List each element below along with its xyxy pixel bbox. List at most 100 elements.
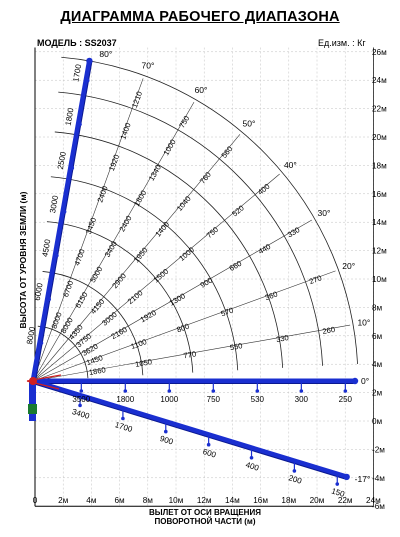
units-label: Ед.изм. : Кг bbox=[318, 38, 366, 48]
boom-load-label: 150 bbox=[330, 486, 346, 499]
ray-load-label: 2400 bbox=[95, 185, 109, 204]
y-tick-label: 26м bbox=[372, 48, 387, 57]
x-axis-title-line2: ПОВОРОТНОЙ ЧАСТИ (м) bbox=[154, 517, 256, 526]
range-arc bbox=[54, 131, 284, 368]
ray-load-label: 750 bbox=[205, 225, 220, 240]
boom-load-label: 2500 bbox=[56, 151, 68, 171]
boom-load-label: 300 bbox=[295, 395, 309, 404]
load-hook bbox=[79, 389, 84, 393]
load-hook bbox=[78, 122, 82, 127]
ray-load-label: 1400 bbox=[153, 220, 171, 239]
angle-ray bbox=[32, 101, 195, 382]
ray-load-label: 1500 bbox=[152, 267, 171, 285]
boom-load-label: 750 bbox=[207, 395, 221, 404]
ray-load-label: 1000 bbox=[177, 245, 196, 263]
load-hook bbox=[121, 416, 125, 421]
ray-load-label: 3450 bbox=[84, 216, 98, 235]
ray-load-label: 260 bbox=[322, 325, 336, 336]
load-hook bbox=[39, 341, 44, 345]
x-tick-label: 4м bbox=[86, 496, 97, 505]
boom-load-label: 400 bbox=[245, 460, 261, 473]
range-arc bbox=[37, 325, 89, 379]
boom-load-label: 3400 bbox=[71, 407, 91, 421]
load-hook bbox=[206, 442, 211, 447]
angle-ray bbox=[32, 219, 313, 382]
x-tick-label: 2м bbox=[58, 496, 69, 505]
ray-load-label: 360 bbox=[264, 289, 279, 302]
y-tick-label: 22м bbox=[372, 105, 387, 114]
ray-load-label: 760 bbox=[198, 170, 213, 185]
x-tick-label: 24м bbox=[366, 496, 381, 505]
load-hook bbox=[163, 429, 168, 434]
angle-label-0: 0° bbox=[361, 376, 369, 386]
ray-load-label: 1040 bbox=[175, 194, 193, 213]
boom-load-label: 4500 bbox=[40, 238, 52, 258]
ray-load-label: 3000 bbox=[100, 310, 119, 328]
angle-label: 30° bbox=[318, 208, 331, 218]
angle-label: 10° bbox=[357, 318, 370, 328]
ray-layer bbox=[32, 78, 351, 382]
boom-layer bbox=[26, 57, 359, 486]
ray-load-label: 560 bbox=[219, 144, 234, 159]
angle-ray bbox=[32, 270, 336, 382]
angle-label-minus17: -17° bbox=[355, 474, 371, 484]
load-hook bbox=[343, 389, 348, 393]
boom-tip bbox=[86, 57, 93, 65]
ray-load-label: 330 bbox=[275, 333, 289, 344]
y-tick-label: 20м bbox=[372, 133, 387, 142]
ray-load-label: 6700 bbox=[61, 279, 75, 298]
ray-load-label: 270 bbox=[308, 273, 323, 286]
angle-ray bbox=[32, 78, 144, 382]
x-tick-label: 10м bbox=[169, 496, 184, 505]
ray-load-label: 2900 bbox=[110, 271, 128, 290]
pivot-guide-line bbox=[26, 374, 62, 382]
boom-edge bbox=[34, 61, 93, 382]
x-tick-label: 0 bbox=[33, 496, 38, 505]
pivot-guide-line bbox=[26, 380, 60, 390]
boom-load-label: 6000 bbox=[33, 282, 45, 302]
ray-load-label: 2400 bbox=[117, 214, 133, 233]
load-hook bbox=[70, 166, 75, 170]
y-tick-label: 12м bbox=[372, 247, 387, 256]
y-tick-label: 24м bbox=[372, 76, 387, 85]
x-axis-title-line1: ВЫЛЕТ ОТ ОСИ ВРАЩЕНИЯ bbox=[149, 508, 261, 517]
range-arc bbox=[42, 271, 144, 376]
boom-load-label: 8000 bbox=[25, 325, 37, 345]
load-hook bbox=[78, 403, 82, 408]
ray-load-label: 3400 bbox=[103, 240, 119, 259]
x-tick-label: 8м bbox=[143, 496, 154, 505]
ray-load-label: 1950 bbox=[132, 246, 150, 265]
load-hook bbox=[335, 482, 340, 486]
boom-load-label: 3000 bbox=[48, 194, 60, 214]
boom-load-label: 250 bbox=[339, 395, 353, 404]
boom-load-label: 600 bbox=[202, 447, 218, 460]
x-tick-label: 16м bbox=[253, 496, 268, 505]
x-tick-label: 18м bbox=[281, 496, 296, 505]
ray-load-label: 570 bbox=[220, 306, 235, 319]
boom-load-label: 1700 bbox=[71, 63, 83, 83]
range-arc bbox=[58, 91, 324, 366]
x-axis-title: ВЫЛЕТ ОТ ОСИ ВРАЩЕНИЯ ПОВОРОТНОЙ ЧАСТИ (… bbox=[100, 508, 310, 526]
x-tick-label: 12м bbox=[197, 496, 212, 505]
y-tick-label: 4м bbox=[372, 360, 383, 369]
load-hook bbox=[62, 209, 67, 214]
crane-base-block bbox=[28, 404, 37, 414]
ray-load-label: 5000 bbox=[88, 265, 104, 284]
ray-load-label: 800 bbox=[175, 322, 190, 335]
boom-edge bbox=[32, 382, 347, 480]
boom-load-label: 1000 bbox=[160, 395, 178, 404]
x-tick-label: 22м bbox=[338, 496, 353, 505]
load-hook bbox=[123, 389, 128, 393]
y-tick-label: 0м bbox=[372, 417, 383, 426]
y-tick-label: -6м bbox=[372, 502, 385, 511]
angle-label: 50° bbox=[243, 119, 256, 129]
ray-load-label: 1000 bbox=[161, 138, 177, 157]
load-hook bbox=[255, 389, 260, 393]
ray-load-label: 1800 bbox=[132, 189, 148, 208]
angle-ray bbox=[32, 173, 280, 382]
range-arc bbox=[46, 221, 194, 373]
ray-load-label: 6150 bbox=[73, 290, 89, 309]
x-tick-label: 6м bbox=[115, 496, 126, 505]
boom-tip bbox=[351, 377, 359, 385]
